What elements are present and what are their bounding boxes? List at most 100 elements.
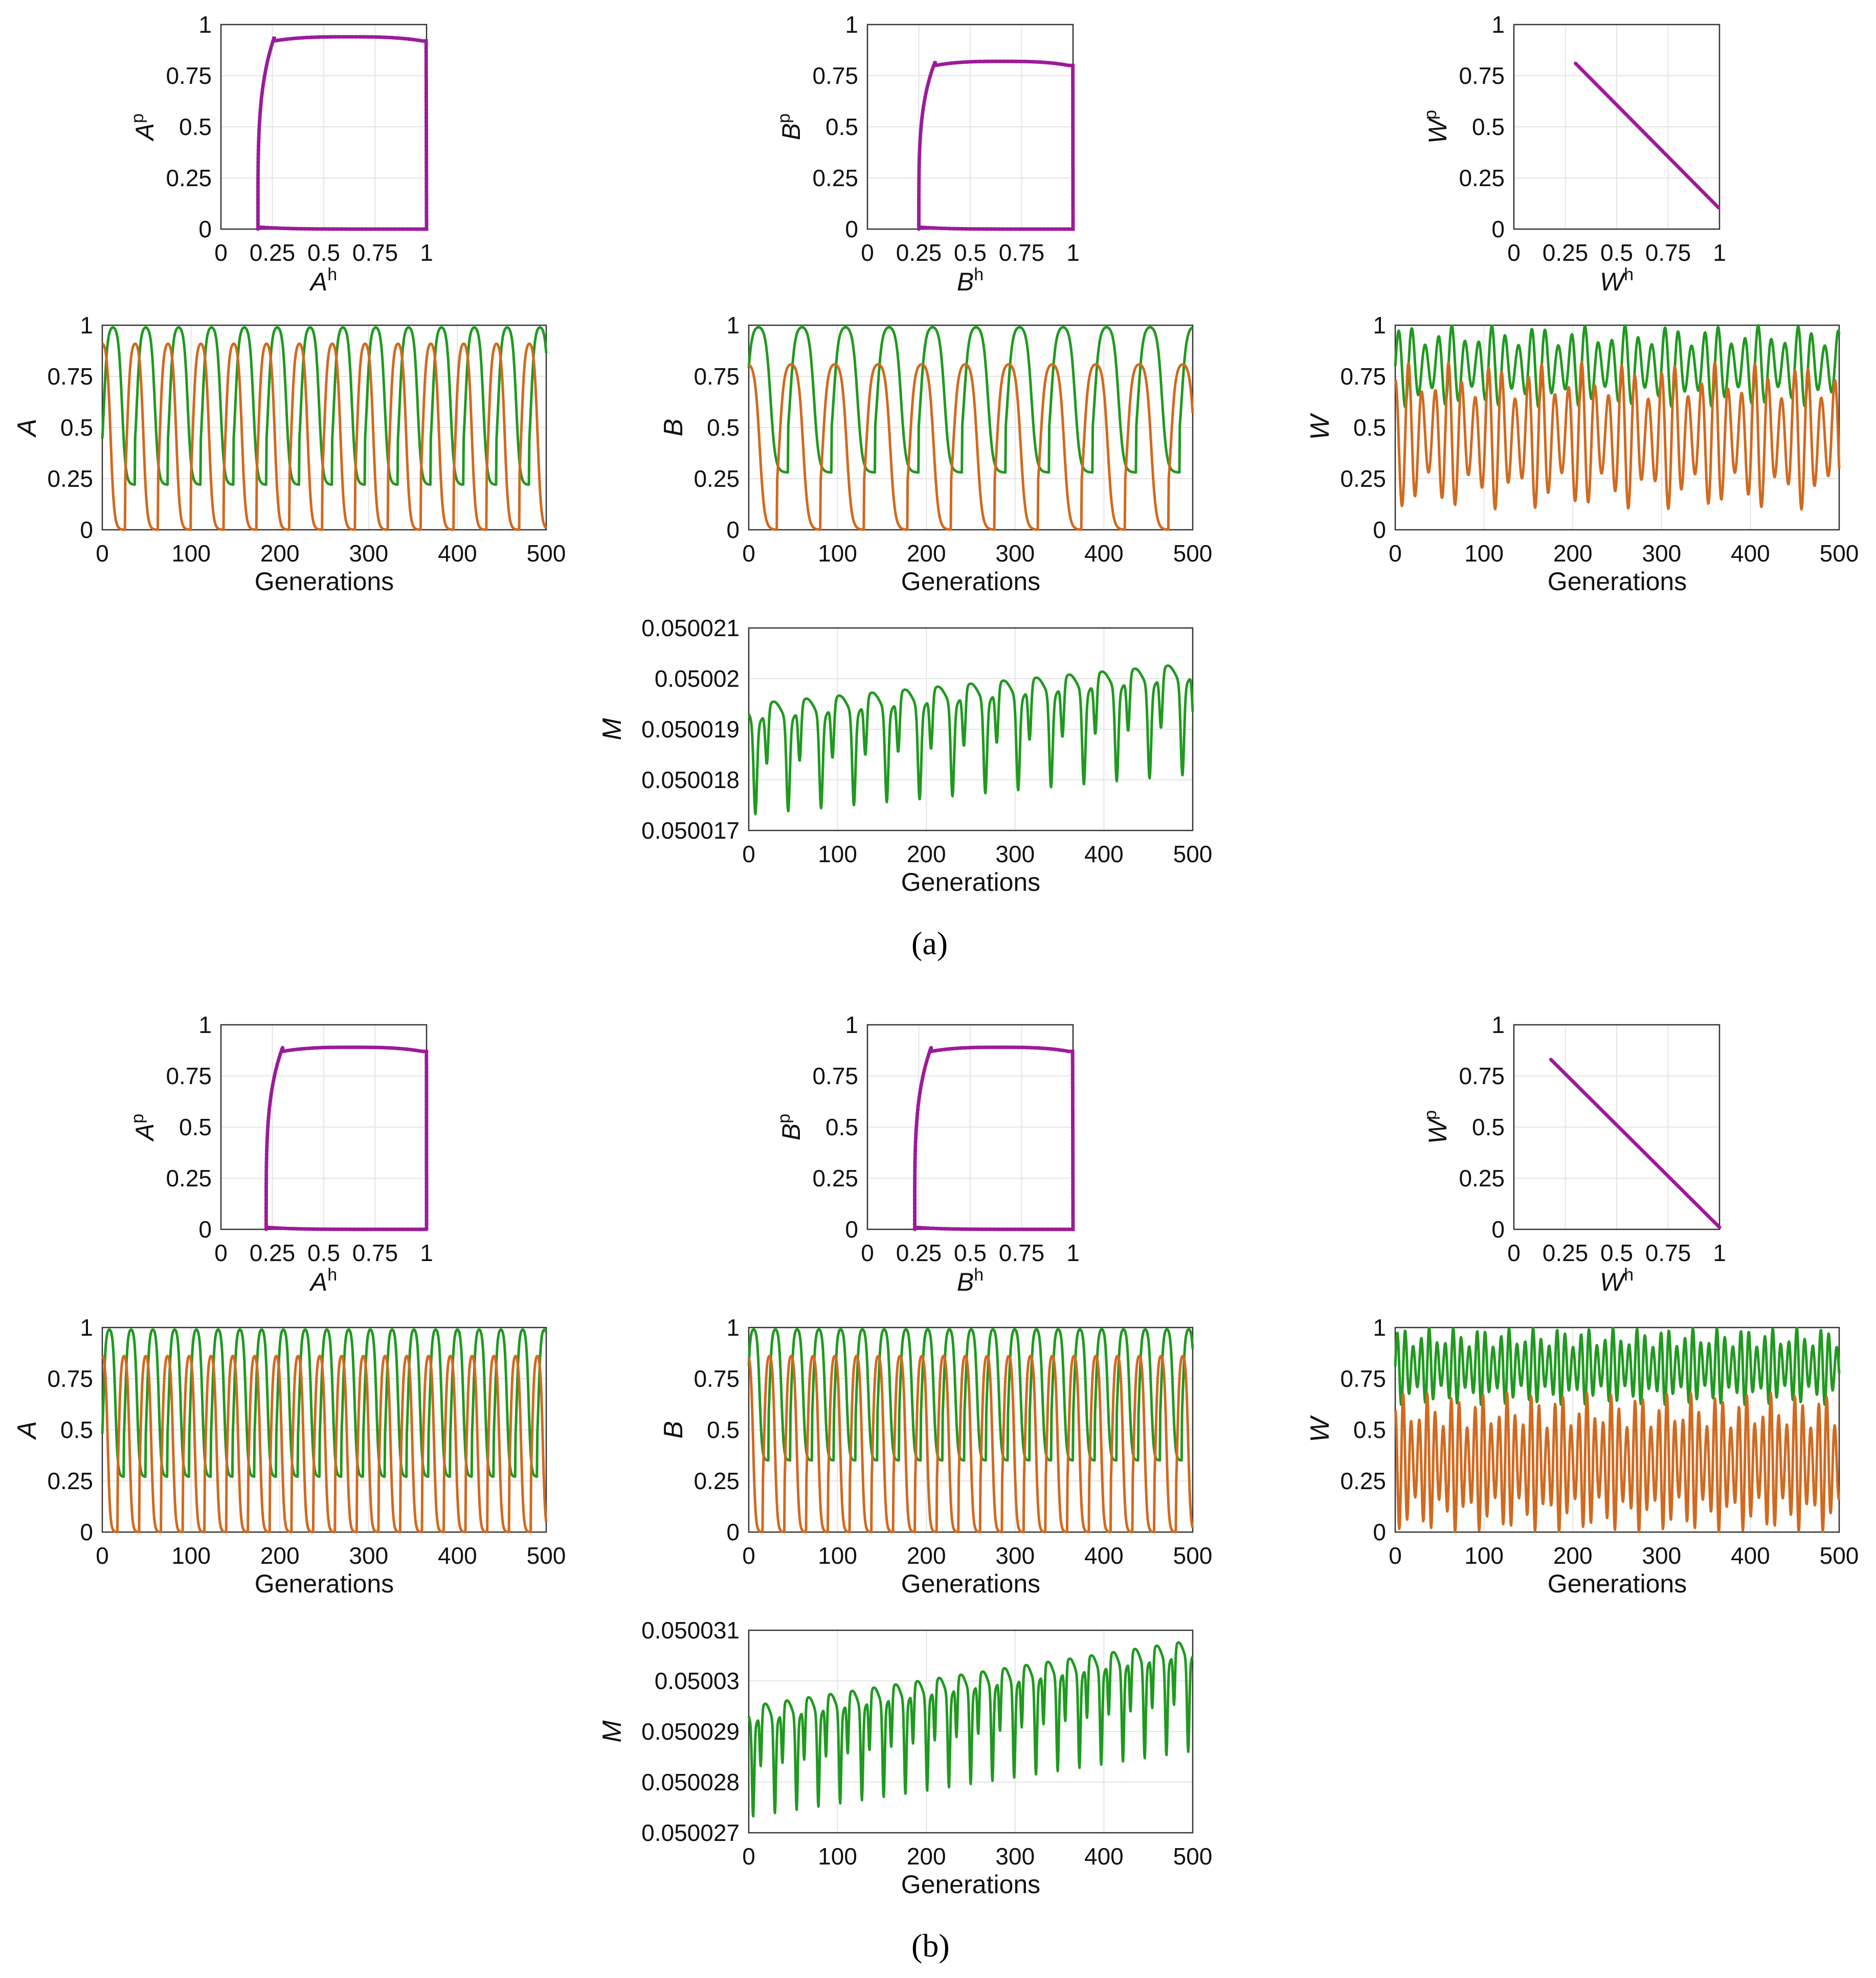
phase-plot-b-phase-B: 0 0.25 0.5 0.75 1 0 0.25 0.5 0.75 1 Bh Bp — [774, 1012, 1080, 1296]
x-tick-label: 100 — [1464, 540, 1504, 567]
series-line-parasite — [101, 1355, 548, 1534]
x-tick-label: 400 — [1084, 540, 1124, 567]
x-axis-label-sup: h — [974, 265, 984, 284]
timeseries-plot-b-ts-B: 0 100 200 300 400 500 0 0.25 0.5 0.75 1 Generations… — [659, 1314, 1212, 1598]
y-axis-label: Ap — [128, 1114, 159, 1142]
y-tick-label: 0.5 — [179, 114, 212, 140]
x-tick-label: 0 — [861, 239, 874, 266]
y-tick-label: 1 — [845, 11, 858, 38]
axes-box — [748, 1327, 1194, 1533]
panel-label-b: (b) — [911, 1927, 950, 1964]
y-tick-label: 0.75 — [694, 1365, 740, 1392]
timeseries-plot-b-ts-M: 0 100 200 300 400 500 0.050027 0.050028 0.050029… — [597, 1617, 1212, 1899]
x-axis-label: Generations — [1548, 1569, 1687, 1598]
x-tick-label: 0 — [742, 1542, 755, 1569]
y-tick-label: 0.5 — [707, 1417, 740, 1443]
phase-plot-a-phase-W: 0 0.25 0.5 0.75 1 0 0.25 0.5 0.75 1 Wh Wp — [1421, 11, 1726, 296]
x-tick-label: 0.75 — [999, 239, 1045, 266]
y-tick-label: 0 — [80, 1519, 93, 1545]
y-tick-label: 0.5 — [1472, 114, 1505, 140]
y-tick-label: 1 — [1373, 312, 1386, 339]
y-tick-label: 0.5 — [825, 1114, 858, 1140]
x-tick-label: 0.75 — [352, 239, 398, 266]
phase-plot-b-phase-A: 0 0.25 0.5 0.75 1 0 0.25 0.5 0.75 1 Ah Ap — [128, 1012, 433, 1296]
y-axis-label: M — [597, 1720, 627, 1743]
timeseries-plot-a-ts-M: 0 100 200 300 400 500 0.050017 0.050018 0.050019… — [597, 615, 1212, 896]
phase-trajectory — [917, 59, 1075, 231]
y-axis-label: Bp — [774, 1114, 806, 1140]
x-tick-label: 0 — [742, 841, 755, 867]
y-tick-label: 0.75 — [812, 62, 858, 89]
x-tick-label: 0 — [742, 540, 755, 567]
x-tick-label: 0 — [861, 1240, 874, 1266]
x-tick-label: 100 — [171, 1542, 211, 1569]
x-tick-label: 100 — [818, 1843, 857, 1870]
y-tick-label: 0.5 — [1353, 1417, 1386, 1443]
phase-trajectory — [264, 1045, 429, 1231]
y-tick-label: 0.25 — [694, 1468, 740, 1494]
y-axis-label: A — [12, 1421, 42, 1441]
y-axis-label: Wp — [1421, 1110, 1452, 1144]
timeseries-plot-a-ts-B: 0 100 200 300 400 500 0 0.25 0.5 0.75 1 Generations… — [659, 312, 1212, 596]
y-tick-label: 0 — [1373, 516, 1386, 543]
x-tick-label: 300 — [995, 1542, 1035, 1569]
x-tick-label: 200 — [260, 1542, 300, 1569]
y-tick-label: 0.25 — [47, 465, 93, 492]
y-tick-label: 0.75 — [1459, 62, 1505, 89]
panel-label-a: (a) — [911, 925, 948, 961]
y-tick-label: 0.5 — [179, 1114, 212, 1140]
y-tick-label: 0.5 — [1353, 414, 1386, 441]
y-tick-label: 0.050021 — [641, 615, 740, 641]
phase-plot-a-phase-B: 0 0.25 0.5 0.75 1 0 0.25 0.5 0.75 1 Bh Bp — [774, 11, 1080, 296]
x-tick-label: 0.25 — [250, 239, 296, 266]
x-tick-label: 400 — [438, 540, 477, 567]
x-tick-label: 200 — [907, 540, 946, 567]
y-tick-label: 1 — [80, 1314, 93, 1341]
x-tick-label: 400 — [1084, 841, 1124, 867]
x-axis-label-sup: h — [327, 1265, 337, 1285]
phase-trajectory — [256, 35, 429, 231]
timeseries-plot-b-ts-A: 0 100 200 300 400 500 0 0.25 0.5 0.75 1 Generations… — [12, 1314, 566, 1598]
y-tick-label: 0.75 — [1340, 1365, 1386, 1392]
series-line-host — [747, 1641, 1194, 1818]
x-tick-label: 0.25 — [1543, 239, 1589, 266]
x-tick-label: 0 — [1389, 540, 1402, 567]
x-tick-label: 0.25 — [896, 1240, 942, 1266]
y-tick-label: 0.050019 — [641, 716, 740, 743]
axes-box — [748, 324, 1194, 531]
y-tick-label: 1 — [1373, 1314, 1386, 1341]
y-tick-label: 0 — [845, 216, 858, 242]
y-tick-label: 0 — [726, 516, 740, 543]
series-line-host — [747, 326, 1194, 474]
y-tick-label: 0.5 — [60, 1417, 93, 1443]
y-tick-label: 0.050027 — [641, 1819, 740, 1846]
x-tick-label: 100 — [818, 1542, 857, 1569]
x-tick-label: 0.25 — [250, 1240, 296, 1266]
x-tick-label: 400 — [1731, 540, 1770, 567]
x-tick-label: 200 — [260, 540, 300, 567]
y-axis-label: W — [1305, 1415, 1335, 1443]
y-axis-label-sup: p — [128, 114, 147, 123]
x-tick-label: 100 — [171, 540, 211, 567]
y-tick-label: 0 — [1491, 1216, 1505, 1243]
x-tick-label: 0.5 — [307, 239, 340, 266]
y-tick-label: 1 — [845, 1012, 858, 1038]
x-axis-label: Generations — [901, 567, 1040, 596]
x-tick-label: 200 — [907, 1542, 946, 1569]
x-tick-label: 300 — [349, 1542, 388, 1569]
x-tick-label: 0.5 — [1600, 1240, 1633, 1266]
y-tick-label: 0 — [1491, 216, 1505, 242]
x-tick-label: 0.75 — [1645, 1240, 1691, 1266]
x-axis-label-sup: h — [1624, 1265, 1634, 1285]
y-axis-label-sup: p — [128, 1114, 147, 1123]
y-tick-label: 1 — [726, 312, 740, 339]
x-tick-label: 400 — [1084, 1542, 1124, 1569]
x-tick-label: 500 — [1173, 841, 1213, 867]
x-tick-label: 400 — [1084, 1843, 1124, 1870]
x-tick-label: 1 — [420, 239, 433, 266]
y-tick-label: 0.050031 — [641, 1617, 740, 1644]
y-axis-label: M — [597, 718, 627, 740]
y-tick-label: 0 — [80, 516, 93, 543]
x-axis-label: Bh — [957, 1265, 984, 1296]
x-tick-label: 300 — [1642, 1542, 1681, 1569]
